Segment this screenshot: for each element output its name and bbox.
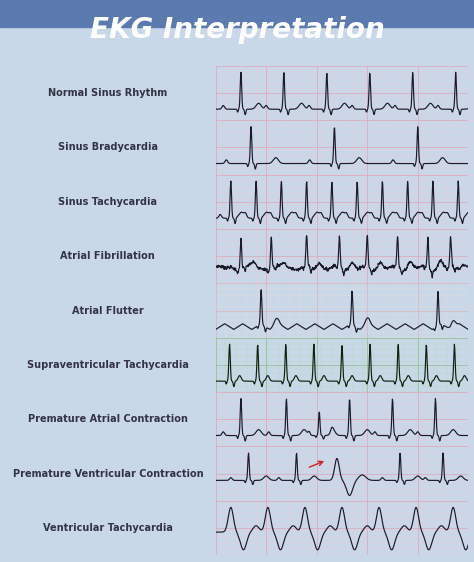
Text: Premature Ventricular Contraction: Premature Ventricular Contraction [12, 469, 203, 479]
Text: Atrial Flutter: Atrial Flutter [72, 306, 144, 315]
Text: Sinus Bradycardia: Sinus Bradycardia [58, 142, 158, 152]
Text: Normal Sinus Rhythm: Normal Sinus Rhythm [48, 88, 167, 98]
Text: EKG Interpretation: EKG Interpretation [90, 16, 384, 43]
Text: Supraventricular Tachycardia: Supraventricular Tachycardia [27, 360, 189, 370]
Text: Premature Atrial Contraction: Premature Atrial Contraction [28, 414, 188, 424]
Text: Ventricular Tachycardia: Ventricular Tachycardia [43, 523, 173, 533]
Text: Sinus Tachycardia: Sinus Tachycardia [58, 197, 157, 207]
Bar [0, 0, 474, 26]
Text: Atrial Fibrillation: Atrial Fibrillation [61, 251, 155, 261]
